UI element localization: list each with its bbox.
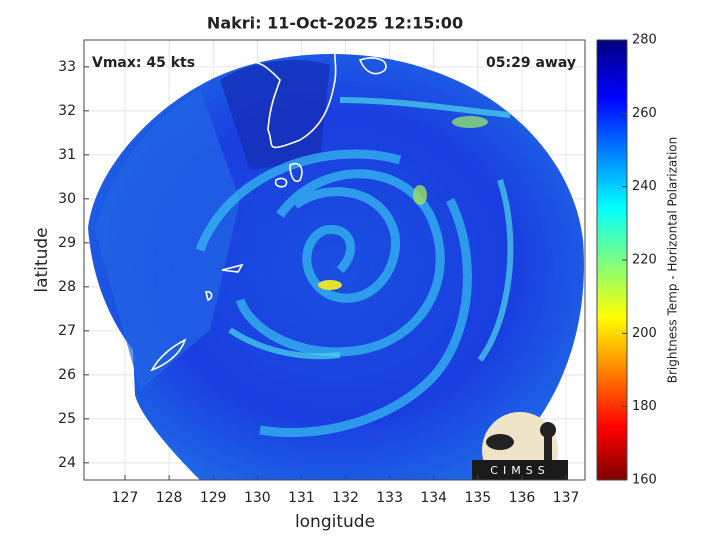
- swath-band: [95, 90, 240, 390]
- eye-feature: [318, 280, 342, 290]
- y-tick-label: 31: [58, 147, 76, 163]
- annotation: 05:29 away: [486, 55, 576, 71]
- x-tick-label: 129: [200, 490, 227, 506]
- x-tick-label: 137: [553, 490, 580, 506]
- y-tick-label: 27: [58, 323, 76, 339]
- annotation: Vmax: 45 kts: [92, 55, 195, 71]
- colorbar-tick-label: 180: [632, 399, 657, 414]
- swath: CIMSS: [86, 40, 584, 480]
- colorbar-tick-label: 280: [632, 33, 657, 48]
- x-tick-label: 133: [376, 490, 403, 506]
- chart-title: Nakri: 11-Oct-2025 12:15:00: [207, 14, 463, 33]
- colorbar-tick-label: 160: [632, 473, 657, 488]
- x-tick-label: 128: [156, 490, 183, 506]
- y-axis-label: latitude: [32, 227, 52, 292]
- colorbar-tick-label: 260: [632, 106, 657, 121]
- colorbar-label: Brightness Temp - Horizontal Polarizatio…: [666, 137, 680, 384]
- x-axis-label: longitude: [295, 512, 375, 532]
- y-tick-label: 28: [58, 279, 76, 295]
- colorbar-tick-label: 200: [632, 326, 657, 341]
- y-tick-label: 25: [58, 411, 76, 427]
- y-tick-label: 24: [58, 455, 76, 471]
- coastline: [86, 40, 518, 372]
- x-tick-label: 131: [288, 490, 315, 506]
- spiral-bands: [195, 149, 472, 437]
- y-tick-label: 30: [58, 191, 76, 207]
- x-tick-label: 132: [332, 490, 359, 506]
- logo: CIMSS: [472, 412, 568, 480]
- x-tick-label: 134: [420, 490, 447, 506]
- y-tick-label: 32: [58, 103, 76, 119]
- x-tick-label: 136: [509, 490, 536, 506]
- colorbar-tick-label: 220: [632, 253, 657, 268]
- logo-text: CIMSS: [490, 464, 549, 477]
- x-tick-label: 130: [244, 490, 271, 506]
- y-tick-label: 29: [58, 235, 76, 251]
- x-tick-label: 127: [112, 490, 139, 506]
- swath-band: [220, 60, 330, 170]
- colorbar-tick-label: 240: [632, 179, 657, 194]
- y-tick-label: 26: [58, 367, 76, 383]
- y-tick-label: 33: [58, 59, 76, 75]
- x-tick-label: 135: [464, 490, 491, 506]
- plot-frame: [83, 39, 586, 481]
